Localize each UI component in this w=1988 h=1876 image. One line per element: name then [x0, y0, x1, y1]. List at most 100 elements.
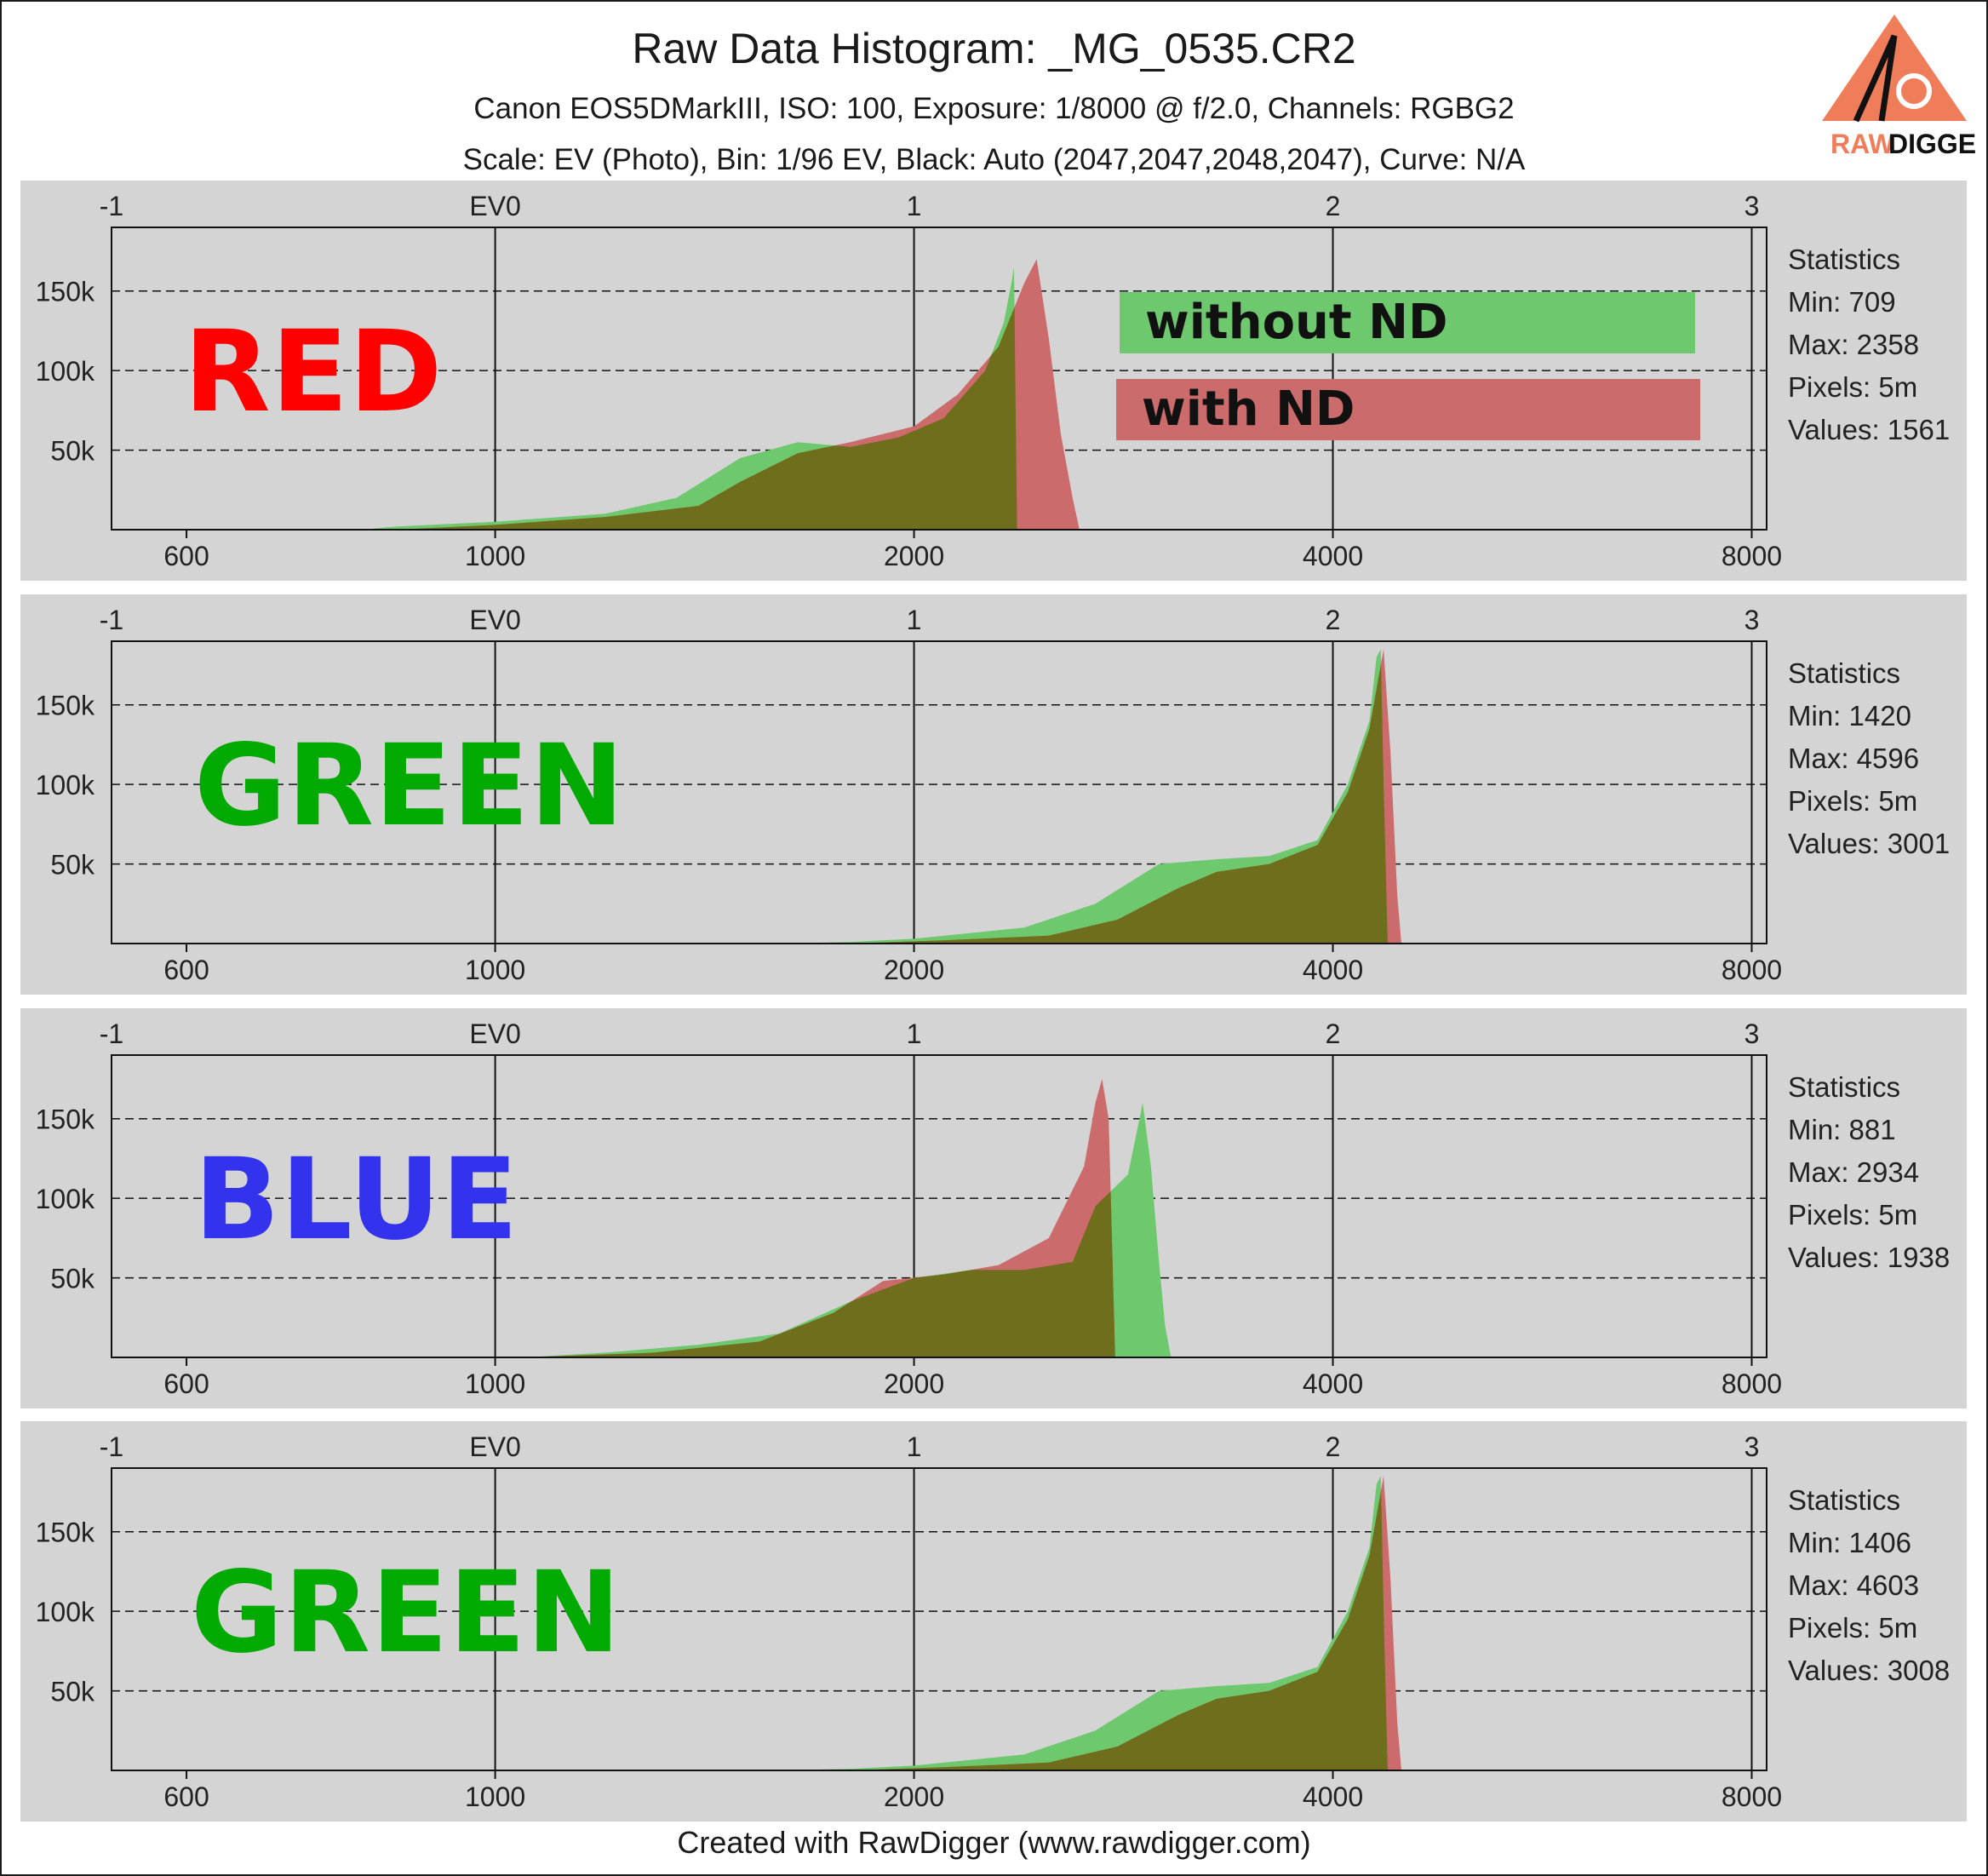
stats-values: Values: 1561: [1788, 414, 1951, 445]
x-tick-label: 2000: [884, 541, 944, 571]
histogram-overlap: [850, 1476, 1388, 1770]
x-tick-label: 2000: [884, 1781, 944, 1812]
x-tick-label: 4000: [1303, 955, 1363, 985]
top-tick-label: 1: [907, 1018, 922, 1049]
histogram-plot: 50k 100k 150k -1 EV0 1 2 3 600 1000 2000 4000 8000: [36, 1018, 1782, 1399]
channel-label: BLUE: [194, 1134, 519, 1265]
channel-label: RED: [184, 307, 444, 438]
x-tick-label: 8000: [1722, 541, 1782, 571]
plot-area: [111, 640, 1767, 944]
stats-min: Min: 1406: [1788, 1527, 1911, 1558]
histogram-panel-green2: 50k 100k 150k -1 EV0 1 2 3 600 1000 2000 4000 8000 G…: [20, 1421, 1967, 1821]
y-tick-label: 50k: [50, 1264, 95, 1294]
y-tick-label: 50k: [50, 1677, 95, 1707]
histogram-panel-green: 50k 100k 150k -1 EV0 1 2 3 600 1000 2000 4000 8000 G…: [20, 594, 1967, 995]
stats-heading: Statistics: [1788, 244, 1901, 275]
y-tick-label: 100k: [36, 1597, 95, 1627]
plot-border: [111, 1467, 1767, 1771]
plot-border: [111, 227, 1767, 531]
top-tick-label: 1: [907, 605, 922, 635]
stats-values: Values: 1938: [1788, 1242, 1951, 1273]
top-tick-label: 3: [1745, 605, 1760, 635]
top-tick-label: -1: [100, 1018, 123, 1049]
x-tick-label: 1000: [465, 1368, 525, 1399]
top-tick-label: 2: [1326, 191, 1341, 221]
x-tick-label: 2000: [884, 1368, 944, 1399]
x-tick-label: 1000: [465, 1781, 525, 1812]
x-tick-label: 1000: [465, 955, 525, 985]
stats-max: Max: 2934: [1788, 1156, 1920, 1188]
histogram-overlap: [524, 1103, 1115, 1357]
channel-label: GREEN: [194, 720, 625, 852]
histogram-plot: 50k 100k 150k -1 EV0 1 2 3 600 1000 2000 4000 8000: [36, 191, 1782, 571]
plot-border: [111, 1054, 1767, 1358]
y-tick-label: 100k: [36, 356, 95, 387]
plot-border: [111, 640, 1767, 944]
histogram-overlap: [850, 649, 1388, 944]
stats-max: Max: 4603: [1788, 1569, 1920, 1601]
stats-values: Values: 3008: [1788, 1655, 1951, 1686]
stats-min: Min: 1420: [1788, 700, 1911, 731]
y-tick-label: 150k: [36, 1517, 95, 1548]
x-tick-label: 600: [163, 541, 209, 571]
histogram-panel-blue: 50k 100k 150k -1 EV0 1 2 3 600 1000 2000 4000 8000 B…: [20, 1008, 1967, 1408]
stats-pixels: Pixels: 5m: [1788, 1612, 1918, 1644]
top-tick-label: 2: [1326, 605, 1341, 635]
x-tick-label: 8000: [1722, 955, 1782, 985]
y-tick-label: 50k: [50, 850, 95, 881]
statistics-block: Statistics Min: 1406 Max: 4603 Pixels: 5…: [1788, 1479, 1950, 1692]
top-tick-label: -1: [100, 1431, 123, 1462]
x-tick-label: 600: [163, 1368, 209, 1399]
top-tick-label: 3: [1745, 1431, 1760, 1462]
plot-area: [111, 1467, 1767, 1771]
chart-subtitle-scale: Scale: EV (Photo), Bin: 1/96 EV, Black: …: [462, 143, 1526, 176]
stats-heading: Statistics: [1788, 657, 1901, 689]
chart-title: Raw Data Histogram: _MG_0535.CR2: [632, 25, 1356, 72]
x-tick-label: 600: [163, 1781, 209, 1812]
top-tick-label: 2: [1326, 1431, 1341, 1462]
y-tick-label: 150k: [36, 1104, 95, 1135]
logo-text-digger: DIGGER: [1888, 129, 1975, 159]
y-tick-label: 100k: [36, 770, 95, 800]
logo-loop: [1896, 73, 1932, 109]
x-tick-label: 2000: [884, 955, 944, 985]
statistics-block: Statistics Min: 881 Max: 2934 Pixels: 5m…: [1788, 1066, 1950, 1279]
stats-pixels: Pixels: 5m: [1788, 371, 1918, 403]
histogram-overlap: [397, 267, 1017, 530]
top-tick-label: 1: [907, 1431, 922, 1462]
top-tick-label: EV0: [469, 605, 520, 635]
y-tick-label: 150k: [36, 277, 95, 307]
channel-label: GREEN: [191, 1547, 622, 1678]
legend-without-nd: without ND: [1120, 292, 1695, 353]
top-tick-label: EV0: [469, 191, 520, 221]
statistics-block: Statistics Min: 1420 Max: 4596 Pixels: 5…: [1788, 652, 1950, 865]
rawdigger-logo-icon: RAW DIGGER: [1822, 14, 1975, 159]
y-tick-label: 50k: [50, 436, 95, 467]
stats-pixels: Pixels: 5m: [1788, 785, 1918, 817]
top-tick-label: 2: [1326, 1018, 1341, 1049]
legend-with-nd: with ND: [1116, 379, 1700, 440]
y-tick-label: 150k: [36, 691, 95, 721]
stats-max: Max: 4596: [1788, 743, 1920, 774]
top-tick-label: EV0: [469, 1018, 520, 1049]
statistics-block: Statistics Min: 709 Max: 2358 Pixels: 5m…: [1788, 238, 1950, 451]
top-tick-label: 1: [907, 191, 922, 221]
histogram-plot: 50k 100k 150k -1 EV0 1 2 3 600 1000 2000 4000 8000: [36, 1431, 1782, 1812]
histogram-panel-red: 50k 100k 150k -1 EV0 1 2 3 600 1000 2000 4000 8000 R…: [20, 181, 1967, 581]
logo-pick: [1853, 34, 1898, 123]
logo-text-raw: RAW: [1830, 129, 1894, 159]
x-tick-label: 4000: [1303, 1368, 1363, 1399]
x-tick-label: 600: [163, 955, 209, 985]
x-tick-label: 8000: [1722, 1781, 1782, 1812]
stats-min: Min: 709: [1788, 286, 1896, 318]
stats-min: Min: 881: [1788, 1114, 1896, 1145]
stats-max: Max: 2358: [1788, 329, 1920, 360]
stats-pixels: Pixels: 5m: [1788, 1199, 1918, 1231]
top-tick-label: EV0: [469, 1431, 520, 1462]
logo-triangle: [1822, 14, 1967, 121]
x-tick-label: 4000: [1303, 1781, 1363, 1812]
x-tick-label: 4000: [1303, 541, 1363, 571]
chart-subtitle-camera: Canon EOS5DMarkIII, ISO: 100, Exposure: …: [473, 92, 1515, 125]
chart-footer: Created with RawDigger (www.rawdigger.co…: [677, 1825, 1311, 1860]
stats-heading: Statistics: [1788, 1071, 1901, 1103]
